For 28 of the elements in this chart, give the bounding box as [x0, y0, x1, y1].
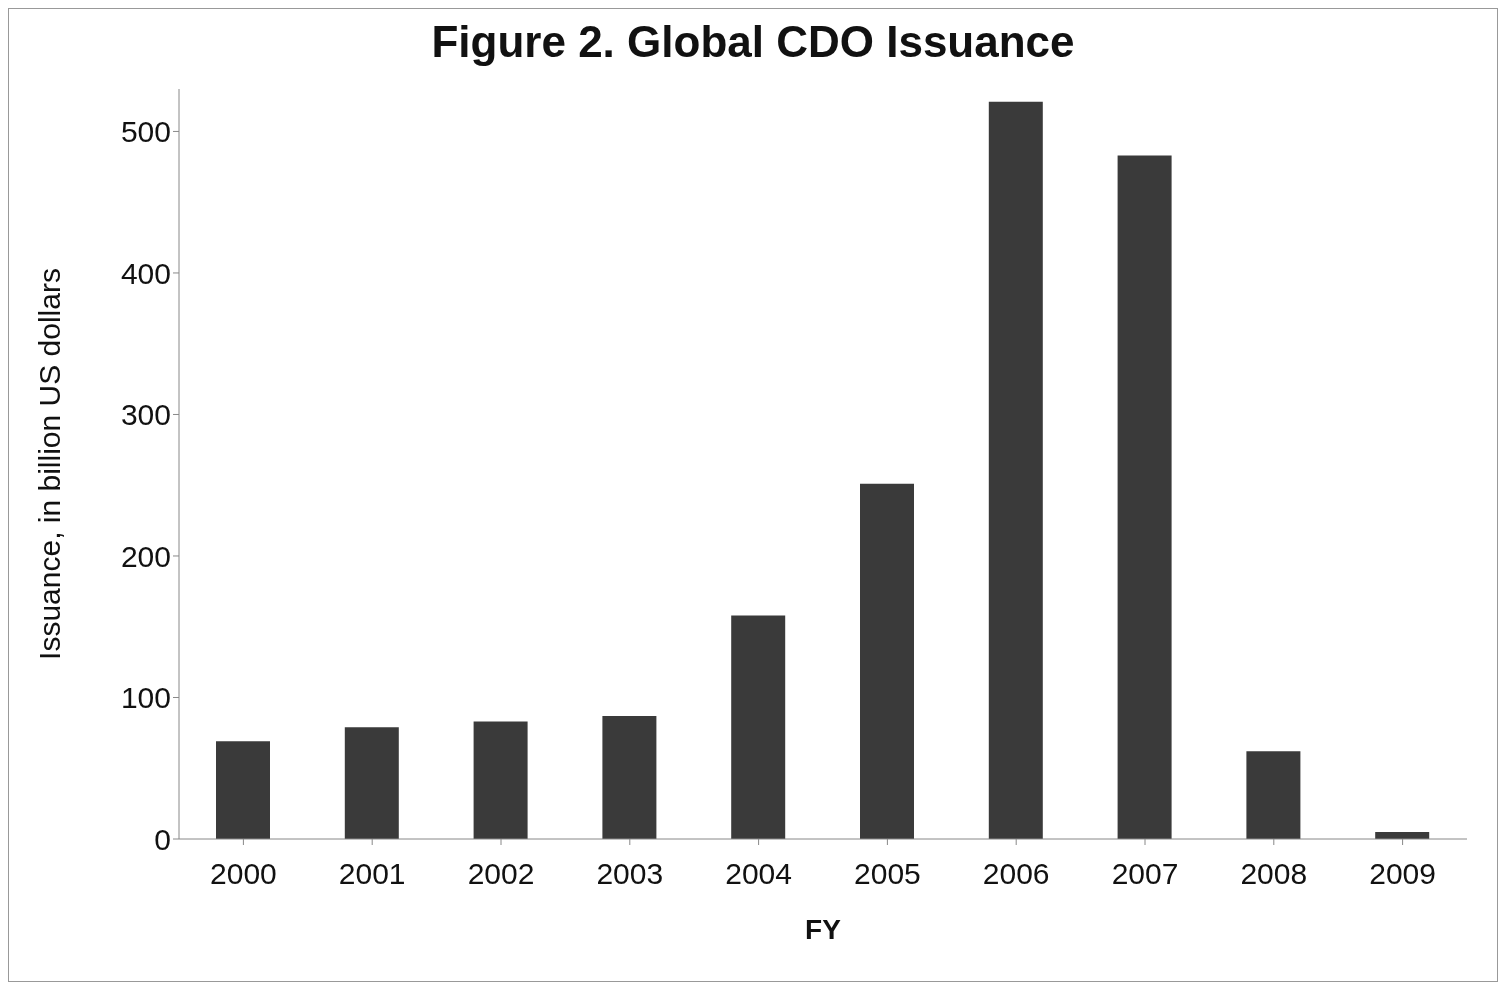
bar: [1246, 751, 1301, 839]
bar: [988, 101, 1043, 839]
x-axis-title: FY: [805, 914, 842, 945]
bar: [344, 727, 399, 839]
bar: [731, 615, 786, 839]
y-tick-label: 200: [120, 539, 171, 573]
x-tick-label: 2001: [338, 857, 406, 891]
x-tick-label: 2004: [725, 857, 792, 891]
y-tick-label: 0: [154, 822, 171, 856]
y-tick-label: 300: [120, 398, 171, 432]
bar: [473, 721, 528, 839]
x-tick-label: 2008: [1240, 857, 1308, 891]
x-tick-label: 2007: [1111, 857, 1179, 891]
y-tick-label: 100: [120, 681, 171, 715]
chart-title: Figure 2. Global CDO Issuance: [430, 17, 1076, 67]
y-tick-label: 400: [120, 256, 171, 290]
x-tick-label: 2009: [1369, 857, 1436, 891]
bar: [602, 715, 657, 839]
x-tick-label: 2000: [210, 857, 277, 891]
x-tick-label: 2003: [596, 857, 664, 891]
bar: [860, 483, 914, 839]
bar: [216, 741, 270, 839]
x-tick-label: 2006: [982, 857, 1050, 891]
bar: [1117, 155, 1172, 839]
y-tick-label: 500: [120, 115, 171, 149]
x-tick-label: 2002: [467, 857, 535, 891]
x-tick-label: 2005: [854, 857, 921, 891]
y-axis-title: Issuance, in billion US dollars: [32, 268, 66, 660]
